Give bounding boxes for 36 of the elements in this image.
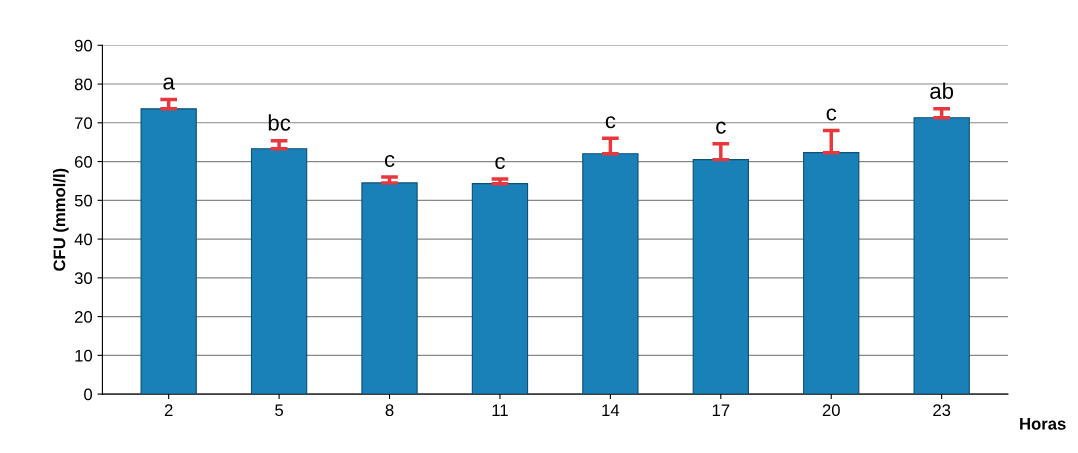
bar (582, 153, 639, 395)
x-tick-label: 23 (933, 404, 951, 417)
annotation: ab (930, 82, 954, 99)
x-tick-label: 20 (822, 404, 840, 417)
x-axis-title: Horas (1020, 418, 1066, 430)
bar (471, 183, 529, 395)
annotation: bc (268, 114, 291, 131)
x-tick-label: 8 (385, 404, 394, 417)
annotation: c (716, 121, 726, 134)
bar (913, 117, 970, 395)
y-tick-label: 50 (74, 194, 93, 207)
bar (692, 159, 749, 395)
bar (140, 108, 197, 395)
y-tick-label: 0 (84, 388, 93, 401)
x-tick-label: 5 (275, 404, 284, 417)
x-tick-label: 14 (602, 404, 620, 416)
y-tick-label: 10 (75, 349, 93, 362)
annotation: c (495, 156, 505, 170)
y-tick-label: 60 (75, 155, 93, 168)
y-tick-label: 80 (74, 78, 93, 91)
y-tick-label: 30 (74, 272, 93, 285)
y-axis-title: CFU (mmol/l) (53, 168, 69, 271)
bar (361, 182, 418, 395)
x-tick-label: 11 (492, 404, 508, 416)
annotation: c (826, 108, 837, 121)
bar (803, 152, 860, 395)
annotation: c (605, 116, 616, 129)
y-tick-label: 70 (75, 117, 93, 130)
x-tick-label: 2 (164, 404, 173, 416)
y-tick-label: 40 (74, 233, 93, 246)
annotation: a (163, 77, 175, 90)
bar (250, 148, 308, 395)
y-tick-label: 90 (74, 39, 93, 52)
y-tick-label: 20 (74, 311, 93, 323)
x-tick-label: 17 (712, 404, 730, 416)
annotation: c (384, 154, 395, 168)
